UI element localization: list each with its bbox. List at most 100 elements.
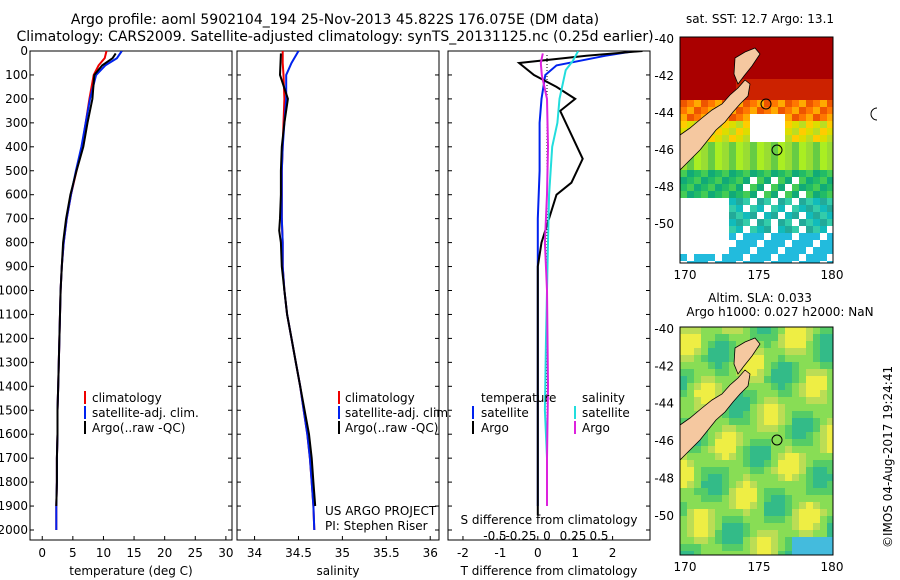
depth-tick-label: 1200 xyxy=(0,331,28,345)
sst-map-cell xyxy=(729,44,736,51)
sla-map-cell xyxy=(806,467,813,474)
sla-map-cell xyxy=(694,523,701,530)
sla-map-cell xyxy=(785,327,792,334)
sst-map-cell xyxy=(813,107,820,114)
sla-map-cell xyxy=(792,460,799,467)
sla-map-cell xyxy=(799,453,806,460)
sla-map-cell xyxy=(827,348,833,355)
sla-map-cell xyxy=(771,404,778,411)
sst-map-cell xyxy=(722,198,729,205)
sla-map-cell xyxy=(729,460,736,467)
sst-map-cell xyxy=(687,86,694,93)
sst-map-cell xyxy=(827,226,833,233)
sla-map-cell xyxy=(701,369,708,376)
sla-map-cell xyxy=(687,376,694,383)
sst-map-cell xyxy=(771,163,778,170)
sst-map-cell xyxy=(708,212,715,219)
sla-map-cell xyxy=(701,488,708,495)
sst-map-cell xyxy=(806,72,813,79)
sst-map-cell xyxy=(757,177,764,184)
sst-map-cell xyxy=(764,107,771,114)
sla-map-cell xyxy=(729,334,736,341)
sla-map-cell xyxy=(680,369,687,376)
sst-map-cell xyxy=(750,44,757,51)
sla-map-cell xyxy=(820,551,827,555)
s-difference-axis-label: S difference from climatology xyxy=(461,513,638,527)
sst-map-cell xyxy=(778,65,785,72)
sst-map-cell xyxy=(785,135,792,142)
sst-map-cell xyxy=(687,37,694,44)
sla-map-cell xyxy=(827,432,833,439)
sst-map-cell xyxy=(813,100,820,107)
sst-map-cell xyxy=(799,184,806,191)
sst-map-cell xyxy=(736,135,743,142)
sst-map-cell xyxy=(715,72,722,79)
sla-map-cell xyxy=(701,474,708,481)
sst-map-cell xyxy=(701,212,708,219)
sla-map-cell xyxy=(771,488,778,495)
sla-map-cell xyxy=(743,502,750,509)
sst-map-cell xyxy=(701,86,708,93)
sst-map-cell xyxy=(687,44,694,51)
sst-map-cell xyxy=(715,254,722,261)
sla-map-cell xyxy=(715,355,722,362)
sla-map-cell xyxy=(764,481,771,488)
sla-map-cell xyxy=(736,474,743,481)
sst-map-cell xyxy=(799,261,806,263)
map-lon-tick: 175 xyxy=(748,560,771,574)
sst-map-cell xyxy=(715,37,722,44)
sla-map-cell xyxy=(757,537,764,544)
sst-map-cell xyxy=(806,212,813,219)
sst-map-cell xyxy=(827,205,833,212)
sla-map-cell xyxy=(715,551,722,555)
sst-map-cell xyxy=(785,100,792,107)
sla-map-cell xyxy=(820,404,827,411)
sst-map-cell xyxy=(757,107,764,114)
sst-map-cell xyxy=(701,93,708,100)
sla-map-cell xyxy=(764,502,771,509)
sla-map-cell xyxy=(820,355,827,362)
sst-map-cell xyxy=(743,114,750,121)
map-lat-tick: -44 xyxy=(654,106,674,120)
sla-map-cell xyxy=(771,397,778,404)
sla-map-cell xyxy=(715,376,722,383)
sst-map-cell xyxy=(820,233,827,240)
sst-map-cell xyxy=(708,233,715,240)
sst-map-cell xyxy=(715,184,722,191)
sla-map-cell xyxy=(799,481,806,488)
sst-map-cell xyxy=(687,100,694,107)
sla-map-cell xyxy=(687,523,694,530)
sla-map-cell xyxy=(701,495,708,502)
sla-map-cell xyxy=(778,481,785,488)
sla-map-cell xyxy=(799,348,806,355)
sla-map-cell xyxy=(708,551,715,555)
sst-map-cell xyxy=(680,121,687,128)
sst-map-cell xyxy=(792,100,799,107)
sla-map-cell xyxy=(708,432,715,439)
sla-map-cell xyxy=(813,369,820,376)
sla-map-cell xyxy=(757,341,764,348)
land-mass xyxy=(680,79,751,171)
sst-map-cell xyxy=(722,170,729,177)
sla-map-cell xyxy=(827,481,833,488)
sst-map-cell xyxy=(778,170,785,177)
sst-map-cell xyxy=(743,149,750,156)
sst-map-cell xyxy=(750,128,757,135)
sst-map-cell xyxy=(722,128,729,135)
sst-map-cell xyxy=(820,65,827,72)
sla-map-cell xyxy=(715,418,722,425)
sst-map-cell xyxy=(722,261,729,263)
sla-map-cell xyxy=(750,376,757,383)
sla-map-cell xyxy=(785,481,792,488)
sla-map-cell xyxy=(722,537,729,544)
sla-map-cell xyxy=(715,544,722,551)
sst-map-cell xyxy=(729,184,736,191)
sla-map-cell xyxy=(785,383,792,390)
sst-map-cell xyxy=(687,240,694,247)
sst-map-cell xyxy=(792,37,799,44)
sla-map-cell xyxy=(722,341,729,348)
sla-map-cell xyxy=(764,495,771,502)
sst-map-cell xyxy=(736,226,743,233)
sla-map-cell xyxy=(729,509,736,516)
sla-map-cell xyxy=(820,481,827,488)
